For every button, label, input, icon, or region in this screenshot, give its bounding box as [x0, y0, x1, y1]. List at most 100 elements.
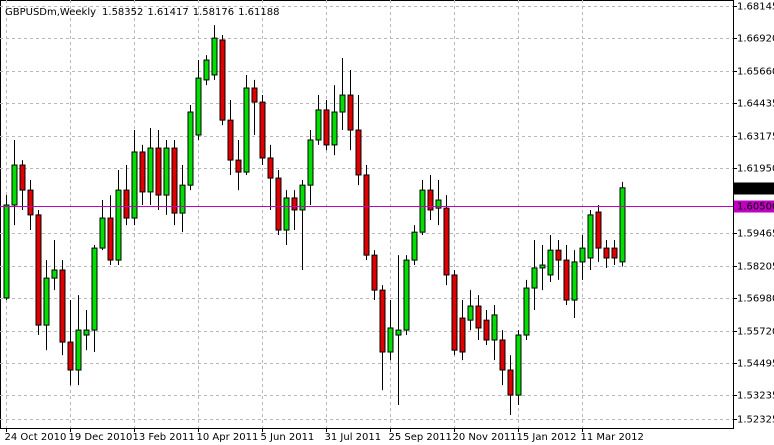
candle-body [291, 197, 298, 211]
candle-body [299, 184, 306, 211]
candle-body [387, 327, 394, 353]
x-tick-label: 19 Dec 2010 [69, 432, 133, 443]
candle-body [499, 339, 506, 371]
y-tick-label: 1.53235 [737, 391, 774, 402]
candle-body [99, 217, 106, 249]
candle-body [587, 214, 594, 259]
candle-body [563, 259, 570, 301]
candle-body [19, 164, 26, 191]
y-tick-label: 1.64435 [737, 99, 774, 110]
candle-body [339, 94, 346, 113]
candle-body [35, 214, 42, 326]
axes: 1.68145 1.66920 1.65660 1.64435 1.63175 1.619… [5, 2, 774, 443]
y-tick-label: 1.68145 [737, 2, 774, 13]
candle-body [27, 189, 34, 216]
last-low: 1.58176 [193, 7, 234, 18]
candle-body [515, 334, 522, 396]
candle-body [3, 204, 10, 299]
candle-body [507, 369, 514, 396]
candle-body [395, 329, 402, 336]
candle-body [427, 189, 434, 211]
candle-body [363, 174, 370, 256]
candle-body [435, 199, 442, 209]
y-tick-label: 1.65660 [737, 67, 774, 78]
last-open: 1.58352 [102, 7, 143, 18]
candle-body [275, 177, 282, 231]
candle-body [67, 341, 74, 371]
x-tick-label: 15 Jan 2012 [517, 432, 577, 443]
y-tick-label: 1.55720 [737, 327, 774, 338]
candle-body [259, 101, 266, 159]
y-tick-label: 1.61950 [737, 164, 774, 175]
candle-body [483, 319, 490, 341]
candle-body [331, 111, 338, 146]
candle-body [539, 264, 546, 269]
price-label-box [734, 182, 774, 195]
candle-body [83, 329, 90, 336]
candle-body [171, 147, 178, 214]
y-tick-label: 1.52325 [737, 415, 774, 426]
candle-body [523, 287, 530, 336]
candle-body [187, 111, 194, 186]
y-tick-label: 1.63175 [737, 132, 774, 143]
last-high: 1.61417 [147, 7, 188, 18]
level-label: 1.60500 [737, 202, 774, 213]
candle-body [155, 147, 162, 196]
y-tick-label: 1.56980 [737, 294, 774, 305]
candle-body [51, 269, 58, 279]
candle-body [251, 87, 258, 103]
candle-body [115, 189, 122, 261]
symbol: GBPUSDm,Weekly [5, 7, 96, 18]
candle-body [379, 289, 386, 353]
candle-body [307, 139, 314, 186]
x-tick-label: 20 Nov 2011 [453, 432, 517, 443]
x-tick-label: 24 Oct 2010 [5, 432, 67, 443]
candle-body [227, 119, 234, 161]
plot-frame [0, 0, 734, 429]
y-tick-label: 1.54495 [737, 359, 774, 370]
y-tick-label: 1.59465 [737, 229, 774, 240]
candle-body [419, 189, 426, 233]
x-tick-label: 25 Sep 2011 [389, 432, 452, 443]
last-close: 1.61188 [238, 7, 279, 18]
candle-body [195, 77, 202, 136]
y-tick-label: 1.66920 [737, 34, 774, 45]
candle-body [355, 129, 362, 176]
candle-body [467, 305, 474, 321]
level-label-box [734, 200, 774, 213]
candle-body [147, 147, 154, 193]
candle-body [595, 211, 602, 249]
candle-body [75, 329, 82, 371]
candle-body [163, 147, 170, 196]
candle-body [131, 151, 138, 219]
candle-body [555, 249, 562, 261]
candle-body [491, 314, 498, 341]
candle-body [451, 274, 458, 351]
candles [0, 25, 733, 415]
candle-body [11, 164, 18, 206]
candle-body [123, 189, 130, 219]
candle-body [107, 217, 114, 261]
candle-body [235, 159, 242, 173]
x-tick-label: 11 Mar 2012 [581, 432, 644, 443]
candle-body [43, 277, 50, 326]
candle-body [267, 157, 274, 179]
candle-body [283, 197, 290, 231]
candle-body [403, 259, 410, 331]
candle-body [203, 59, 210, 81]
candle-body [603, 247, 610, 259]
candle-body [243, 87, 250, 173]
candle-body [475, 305, 482, 329]
candle-body [315, 109, 322, 141]
candle-body [547, 249, 554, 276]
candle-body [579, 247, 586, 263]
candle-body [211, 37, 218, 76]
x-tick-label: 10 Apr 2011 [197, 432, 259, 443]
candle-body [459, 317, 466, 353]
candle-body [411, 231, 418, 261]
header: GBPUSDm,Weekly 1.58352 1.61417 1.58176 1.611… [5, 7, 279, 18]
candle-body [443, 207, 450, 276]
